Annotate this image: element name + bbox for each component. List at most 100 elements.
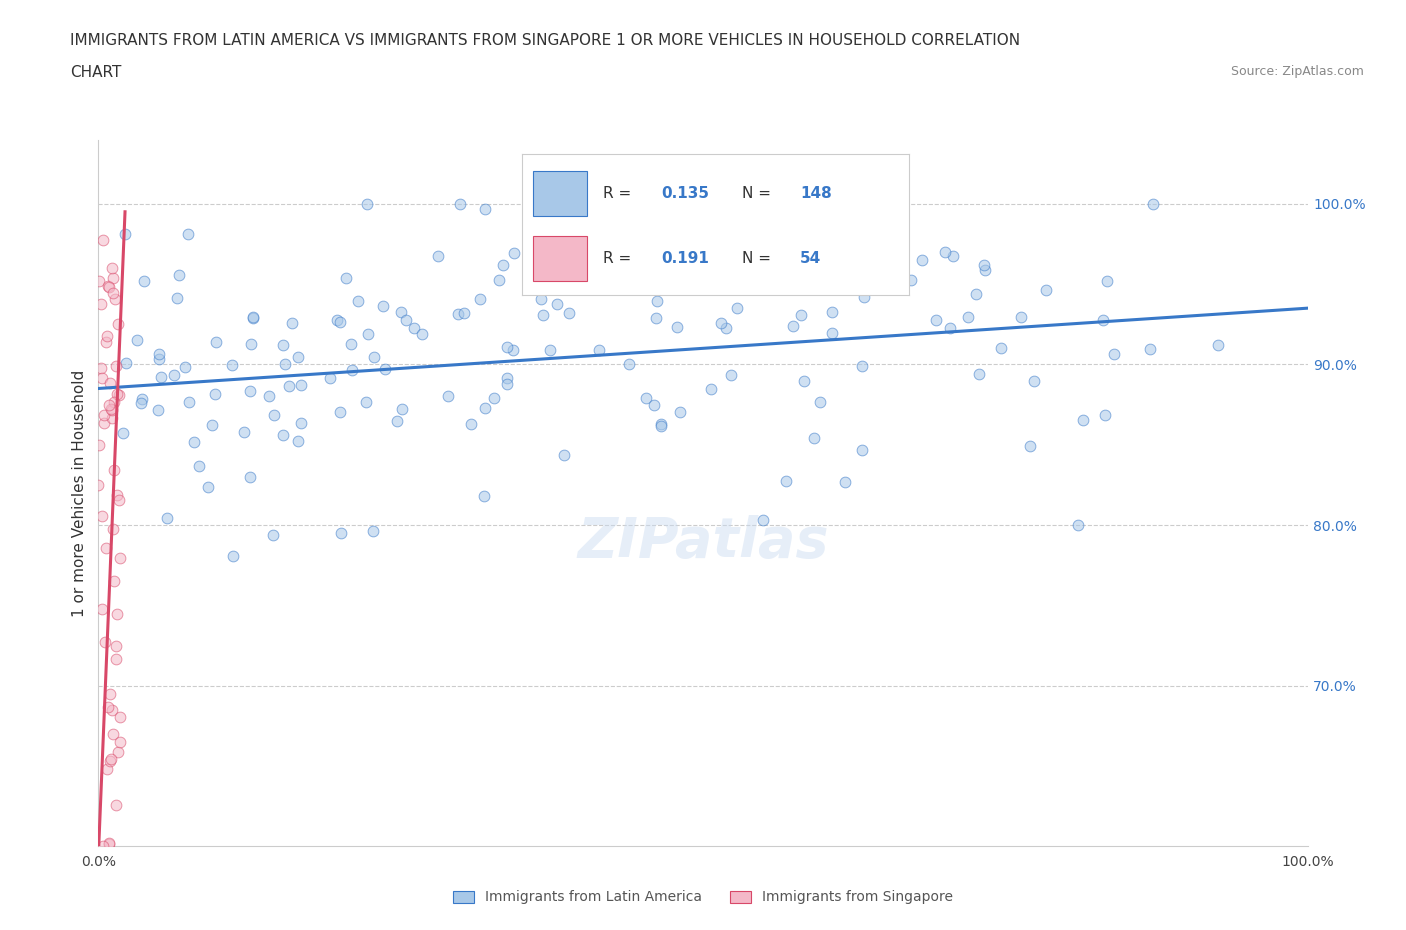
Point [1035, 283, 1057, 298]
Point [101, 410, 124, 425]
Point [100, 751, 122, 766]
Point [89, 361, 111, 376]
Point [100, 686, 122, 701]
Point [281, 315, 304, 330]
Point [449, 196, 471, 211]
Point [900, 272, 922, 287]
Point [94, 635, 117, 650]
Point [232, 425, 254, 440]
Point [114, 227, 136, 242]
Point [643, 397, 665, 412]
Point [287, 434, 309, 449]
Point [271, 427, 294, 442]
Point [558, 306, 581, 321]
Point [354, 394, 377, 409]
Point [129, 396, 152, 411]
Text: ZIPatlas: ZIPatlas [578, 515, 828, 569]
Point [96, 328, 118, 343]
Point [103, 462, 125, 477]
Y-axis label: 1 or more Vehicles in Household: 1 or more Vehicles in Household [72, 369, 87, 617]
Point [969, 367, 991, 382]
Point [974, 263, 997, 278]
Point [287, 349, 309, 364]
Point [100, 401, 122, 416]
Point [108, 735, 131, 750]
Point [101, 286, 124, 300]
Point [644, 311, 666, 325]
Point [1206, 338, 1229, 352]
Point [107, 317, 129, 332]
Point [204, 386, 226, 401]
Point [650, 417, 672, 432]
Point [939, 320, 962, 335]
Point [641, 215, 664, 230]
Point [101, 702, 124, 717]
Point [90, 297, 112, 312]
Point [98, 375, 121, 390]
Point [752, 512, 775, 527]
Point [665, 319, 688, 334]
Point [468, 292, 491, 307]
Point [107, 388, 129, 403]
Point [453, 306, 475, 321]
Point [530, 291, 553, 306]
Point [700, 381, 723, 396]
Point [669, 405, 692, 419]
Point [87, 477, 110, 492]
Point [221, 549, 243, 564]
Point [496, 340, 519, 355]
Point [411, 326, 433, 341]
Point [427, 248, 450, 263]
Point [278, 379, 301, 393]
Point [1019, 438, 1042, 453]
Point [645, 294, 668, 309]
Point [340, 363, 363, 378]
Point [93, 407, 115, 422]
Point [911, 252, 934, 267]
Point [262, 527, 284, 542]
Point [495, 371, 517, 386]
Point [103, 395, 125, 410]
Point [803, 431, 825, 445]
Point [167, 267, 190, 282]
Point [91, 839, 114, 854]
Point [335, 271, 357, 286]
Point [105, 639, 128, 654]
Point [94, 541, 117, 556]
Point [166, 291, 188, 306]
Point [91, 602, 114, 617]
Point [630, 196, 652, 211]
Point [290, 416, 312, 431]
Point [89, 438, 111, 453]
Point [105, 607, 128, 622]
Point [114, 356, 136, 371]
Point [636, 391, 658, 405]
Point [104, 292, 127, 307]
Point [290, 378, 312, 392]
Point [146, 403, 169, 418]
Point [108, 492, 131, 507]
Point [536, 231, 558, 246]
Point [402, 321, 425, 336]
Point [1091, 312, 1114, 327]
Point [484, 391, 506, 405]
Point [105, 798, 128, 813]
Point [373, 299, 395, 313]
Point [1142, 196, 1164, 211]
Point [101, 403, 124, 418]
Point [782, 318, 804, 333]
Point [474, 400, 496, 415]
Point [111, 425, 134, 440]
Point [502, 342, 524, 357]
Point [183, 434, 205, 449]
Point [91, 232, 114, 247]
Point [101, 726, 124, 741]
Point [834, 474, 856, 489]
Point [356, 196, 378, 211]
Point [852, 289, 875, 304]
Point [546, 297, 568, 312]
Point [108, 710, 131, 724]
Point [395, 312, 418, 327]
Point [98, 836, 121, 851]
Point [851, 443, 873, 458]
